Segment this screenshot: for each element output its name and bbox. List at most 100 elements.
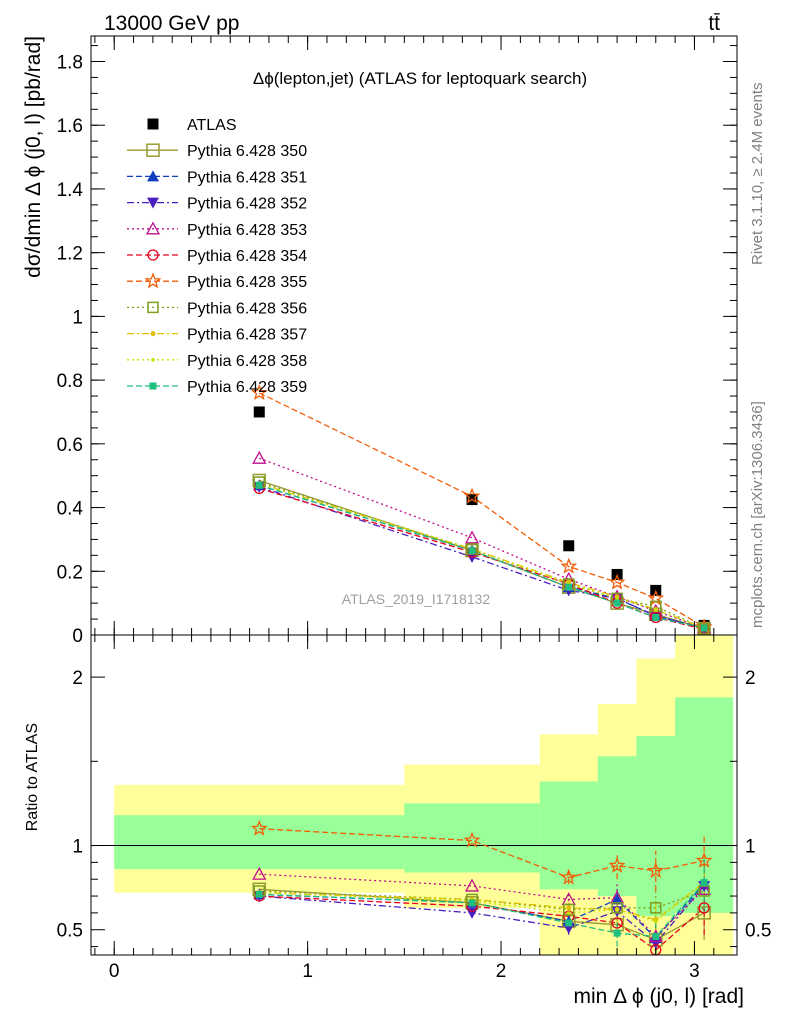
ratio-point bbox=[252, 866, 267, 880]
ratio-line bbox=[259, 882, 705, 938]
ratio-panel: 0.5 0.5 1 1 2 2 0 1 2 3 Ratio to ATLAS min Δ ϕ (j… bbox=[24, 634, 771, 1008]
mc-point bbox=[464, 530, 480, 544]
legend-label: Pythia 6.428 352 bbox=[187, 196, 307, 213]
mc-point bbox=[468, 547, 476, 555]
ratio-point bbox=[647, 861, 665, 878]
data-point bbox=[253, 406, 265, 418]
ratio-point bbox=[611, 917, 623, 929]
ratio-point bbox=[613, 929, 621, 937]
y-tick-label: 1.2 bbox=[57, 244, 83, 265]
energy-label: 13000 GeV pp bbox=[104, 12, 239, 35]
mc-point bbox=[698, 622, 710, 635]
y-tick-label: 0.4 bbox=[57, 499, 84, 520]
x-tick-label: 2 bbox=[496, 961, 507, 982]
mc-point bbox=[608, 573, 626, 590]
legend-marker bbox=[149, 382, 157, 390]
ratio-y-tick-label-right: 0.5 bbox=[745, 921, 771, 942]
ratio-point bbox=[695, 851, 713, 868]
legend-marker bbox=[147, 249, 159, 261]
series-line bbox=[259, 483, 705, 629]
series-line bbox=[259, 392, 705, 628]
ratio-line bbox=[259, 873, 705, 938]
legend-label: Pythia 6.428 354 bbox=[187, 248, 307, 265]
mc-point bbox=[250, 384, 268, 400]
ratio-point bbox=[566, 905, 572, 911]
legend-marker bbox=[147, 118, 159, 130]
legend-marker bbox=[147, 170, 159, 182]
legend-label: Pythia 6.428 350 bbox=[187, 143, 307, 160]
ratio-point bbox=[700, 879, 708, 887]
legend: ATLAS Pythia 6.428 350 Pythia 6.428 351 Pyt… bbox=[127, 117, 307, 396]
ratio-point bbox=[608, 856, 626, 873]
y-tick-label: 0.8 bbox=[57, 371, 83, 392]
main-panel: Δϕ(lepton,jet) (ATLAS for leptoquark sea… bbox=[22, 35, 738, 647]
mc-point bbox=[565, 583, 573, 591]
ratio-point bbox=[565, 919, 573, 927]
legend-label: Pythia 6.428 356 bbox=[187, 300, 307, 317]
mc-point bbox=[652, 613, 660, 621]
ratio-line bbox=[259, 882, 705, 921]
legend-label: Pythia 6.428 357 bbox=[187, 327, 307, 344]
x-tick-label: 0 bbox=[109, 961, 120, 982]
mc-point bbox=[615, 596, 619, 601]
mc-point bbox=[700, 624, 708, 632]
mc-point bbox=[653, 607, 658, 612]
ratio-y-tick-label-right: 2 bbox=[745, 668, 756, 689]
ratio-point bbox=[652, 932, 660, 940]
ratio-y-tick-label: 0.5 bbox=[57, 921, 83, 942]
ratio-point bbox=[653, 919, 658, 924]
ratio-point bbox=[255, 890, 263, 898]
legend-marker bbox=[145, 221, 161, 235]
series-line bbox=[259, 484, 705, 629]
ratio-line bbox=[259, 895, 705, 951]
ratio-point bbox=[611, 902, 623, 914]
ratio-point bbox=[560, 868, 578, 885]
ratio-point bbox=[698, 902, 710, 914]
legend-marker bbox=[144, 272, 162, 289]
mc-point bbox=[463, 487, 481, 504]
ratio-point bbox=[566, 911, 571, 915]
ratio-line bbox=[259, 890, 705, 911]
analysis-label: ATLAS_2019_I1718132 bbox=[342, 591, 491, 607]
legend-label: Pythia 6.428 358 bbox=[187, 353, 307, 370]
ratio-point bbox=[463, 831, 481, 848]
ratio-point bbox=[250, 819, 268, 836]
ratio-point bbox=[611, 893, 624, 905]
ratio-y-axis-label: Ratio to ATLAS bbox=[24, 723, 41, 831]
y-tick-label: 0.2 bbox=[57, 562, 83, 583]
legend-label: Pythia 6.428 355 bbox=[187, 274, 307, 291]
ratio-point bbox=[697, 881, 712, 895]
mc-point bbox=[255, 481, 263, 489]
legend-marker bbox=[147, 301, 159, 314]
ratio-frame bbox=[90, 634, 738, 956]
ratio-y-tick-label: 2 bbox=[72, 668, 83, 689]
legend-label: Pythia 6.428 359 bbox=[187, 379, 307, 396]
ratio-line bbox=[259, 888, 705, 941]
uncertainty-band-green bbox=[114, 815, 405, 870]
ratio-point bbox=[468, 899, 476, 907]
source-label: mcplots.cern.ch [arXiv:1306.3436] bbox=[749, 401, 766, 628]
mc-point bbox=[560, 557, 578, 574]
y-tick-label: 1.4 bbox=[57, 180, 84, 201]
legend-label: ATLAS bbox=[187, 117, 237, 134]
process-label: tt̄ bbox=[708, 12, 720, 35]
main-y-axis-label: dσ/dmin Δ ϕ (j0, l) [pb/rad] bbox=[22, 36, 45, 278]
ratio-line bbox=[259, 883, 705, 940]
y-tick-label: 0 bbox=[72, 626, 83, 647]
x-tick-label: 1 bbox=[302, 961, 313, 982]
y-tick-label: 1.6 bbox=[57, 116, 83, 137]
series-line bbox=[259, 486, 705, 630]
legend-marker bbox=[150, 331, 156, 337]
ratio-point bbox=[697, 906, 711, 920]
x-tick-label: 3 bbox=[689, 961, 700, 982]
mc-point bbox=[613, 599, 621, 607]
ratio-point bbox=[615, 907, 619, 912]
ratio-point bbox=[464, 878, 480, 892]
y-tick-label: 0.6 bbox=[57, 435, 83, 456]
legend-marker bbox=[151, 358, 155, 362]
x-axis-label: min Δ ϕ (j0, l) [rad] bbox=[574, 985, 745, 1008]
legend-label: Pythia 6.428 351 bbox=[187, 169, 307, 186]
mc-point bbox=[252, 450, 267, 464]
legend-marker bbox=[146, 143, 160, 157]
